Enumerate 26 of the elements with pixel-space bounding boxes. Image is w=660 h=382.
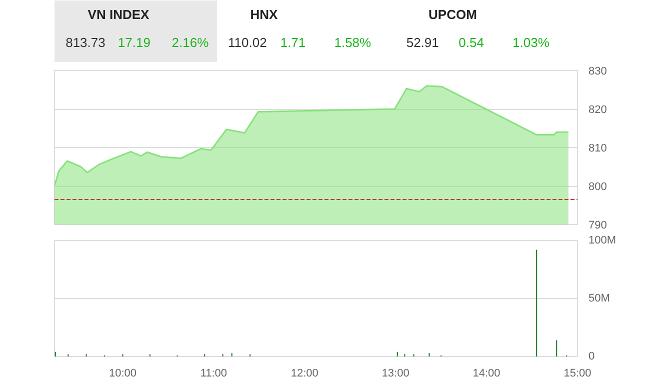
x-tick-label: 15:00 [564,368,592,380]
y-tick-label: 100M [588,234,616,246]
x-tick-label: 11:00 [200,368,228,380]
y-tick-label: 50M [588,292,610,304]
y-tick-label: 810 [588,142,607,154]
y-tick-label: 790 [588,220,607,232]
text: 52.91 [406,35,439,50]
y-tick-label: 820 [588,104,607,116]
x-tick-label: 10:00 [108,368,136,380]
text: 17.19 [118,35,150,50]
x-tick-label: 13:00 [382,368,410,380]
text: 1.71 [280,35,306,50]
x-tick-label: 14:00 [472,368,500,380]
text: UPCOM [428,7,477,22]
text: 110.02 [228,35,267,50]
text: 1.58% [334,35,372,50]
text: 0.54 [458,35,484,50]
x-tick-label: 12:00 [290,368,318,380]
text: 813.73 [66,35,106,50]
text: HNX [250,7,278,22]
text: VN INDEX [88,7,150,22]
text: 2.16% [172,35,210,50]
y-tick-label: 0 [588,350,595,362]
y-tick-label: 830 [588,66,607,78]
y-tick-label: 800 [588,181,607,193]
text: 1.03% [512,35,550,50]
